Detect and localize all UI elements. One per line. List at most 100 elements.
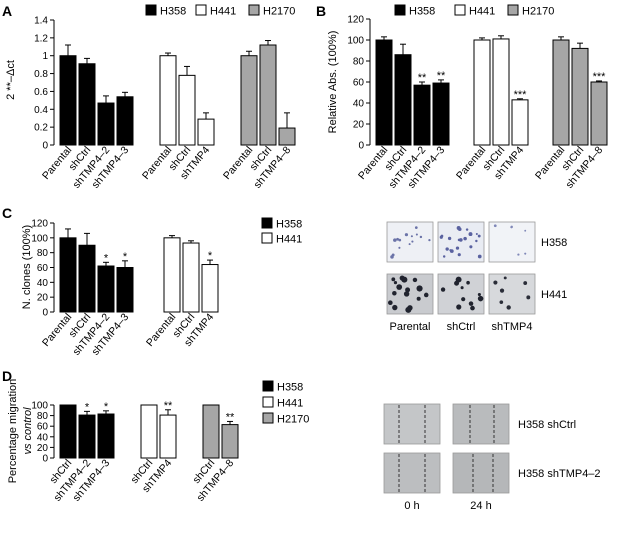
- y-axis-label-secondary: vs control: [22, 407, 34, 455]
- colony-dot: [461, 297, 466, 302]
- colony-dot: [499, 300, 504, 304]
- bar-h441-parental: [473, 39, 491, 146]
- colony-dot: [477, 292, 481, 297]
- colony-dot: [399, 275, 405, 281]
- colony-dot: [408, 243, 411, 246]
- colony-dot: [523, 281, 528, 285]
- colony-row-label-h358: H358: [541, 237, 567, 249]
- significance-marker: **: [226, 411, 235, 423]
- colony-dot: [416, 285, 423, 292]
- y-tick-label: 120: [347, 15, 364, 26]
- legend-label-h2170: H2170: [263, 6, 295, 18]
- colony-dot: [396, 237, 399, 241]
- bar-h441-shtmp4: [201, 264, 219, 313]
- colony-dot: [457, 227, 462, 232]
- colony-dot: [390, 255, 394, 259]
- y-tick-label: 1: [42, 51, 48, 62]
- colony-dot: [392, 290, 397, 296]
- legend-swatch-h358: [394, 4, 406, 16]
- colony-dot: [411, 240, 414, 243]
- colony-dot: [405, 287, 411, 293]
- significance-marker: *: [85, 401, 90, 413]
- colony-dot: [470, 305, 475, 311]
- colony-dot: [398, 246, 401, 249]
- colony-dot: [449, 249, 454, 253]
- panel-label-c: C: [2, 205, 12, 221]
- bar-h441-shtmp4: [511, 99, 529, 146]
- colony-dot: [404, 233, 409, 237]
- bar-h358-shtmp4-2: [97, 102, 115, 146]
- y-tick-label: 120: [31, 219, 48, 230]
- bar-h358-parental: [59, 237, 77, 313]
- colony-image-grid: H358 H441 Parental shCtrl shTMP4: [386, 221, 567, 333]
- legend-label-h441: H441: [277, 398, 303, 410]
- colony-dot: [454, 280, 460, 286]
- colony-dot: [423, 292, 429, 298]
- colony-dot: [468, 301, 474, 306]
- y-tick-label: 20: [37, 443, 49, 454]
- significance-marker: **: [437, 70, 446, 82]
- bar-h2170-shctrl: [259, 44, 277, 146]
- legend-label-h358: H358: [409, 6, 435, 18]
- legend-label-h441: H441: [469, 6, 495, 18]
- bar-h358-parental: [375, 39, 393, 146]
- y-tick-label: 60: [37, 422, 49, 433]
- y-tick-label: 80: [353, 57, 365, 68]
- legend-swatch-h441: [261, 232, 273, 244]
- migration-row-label-shctrl: H358 shCtrl: [518, 419, 576, 431]
- y-tick-label: 100: [31, 233, 48, 244]
- colony-dot: [415, 233, 418, 236]
- significance-marker: **: [164, 400, 173, 412]
- colony-dot: [493, 224, 497, 228]
- significance-marker: *: [123, 251, 128, 263]
- y-tick-label: 40: [37, 432, 49, 443]
- colony-dot: [412, 277, 418, 283]
- bar-h358-shtmp4-3: [432, 82, 450, 146]
- colony-column-label-shtmp4: shTMP4: [492, 321, 533, 333]
- y-tick-label: 1.2: [34, 33, 48, 44]
- legend-swatch-h358: [261, 217, 273, 229]
- colony-row-label-h441: H441: [541, 289, 567, 301]
- colony-dot: [524, 252, 527, 255]
- bar-h441-shctrl: [492, 38, 510, 146]
- bar-h441-shtmp4: [197, 118, 215, 146]
- chart-panel-a: 00.20.40.60.811.21.42 **–ΔctParentalshCt…: [5, 4, 296, 191]
- y-tick-label: 0: [42, 308, 48, 319]
- bar-h441-shctrl: [178, 74, 196, 146]
- bar-h358-shctrl: [59, 404, 77, 459]
- bar-h358-shctrl: [78, 63, 96, 146]
- legend-swatch-h358: [262, 380, 274, 392]
- y-tick-label: 1.4: [34, 16, 48, 27]
- legend-swatch-h358: [145, 4, 157, 16]
- bar-h2170-shctrl: [202, 404, 220, 459]
- panel-label-b: B: [316, 3, 326, 19]
- y-axis-label: 2 **–Δct: [5, 60, 17, 100]
- colony-dot: [499, 288, 505, 293]
- significance-marker: ***: [593, 71, 607, 83]
- y-tick-label: 60: [353, 78, 365, 89]
- colony-dot: [405, 306, 412, 313]
- colony-column-label-parental: Parental: [390, 321, 431, 333]
- bar-h358-shtmp4-2: [78, 414, 96, 459]
- colony-image-h358-shtmp4: [488, 221, 536, 263]
- colony-dot: [428, 239, 431, 242]
- panel-label-a: A: [2, 3, 12, 19]
- colony-dot: [447, 236, 452, 241]
- colony-dot: [419, 235, 423, 239]
- bar-h358-shtmp4-3: [116, 96, 134, 146]
- colony-dot: [510, 225, 513, 229]
- bar-h358-parental: [59, 55, 77, 146]
- panel-label-d: D: [2, 368, 12, 384]
- y-tick-label: 0.4: [34, 105, 48, 116]
- migration-column-label-0h: 0 h: [404, 500, 419, 512]
- colony-dot: [475, 232, 478, 236]
- colony-dot: [445, 247, 449, 251]
- y-tick-label: 100: [347, 36, 364, 47]
- colony-dot: [442, 255, 446, 258]
- colony-dot: [396, 284, 403, 290]
- colony-dot: [440, 287, 446, 292]
- y-tick-label: 100: [31, 401, 48, 412]
- bar-h2170-shtmp4-8: [221, 424, 239, 459]
